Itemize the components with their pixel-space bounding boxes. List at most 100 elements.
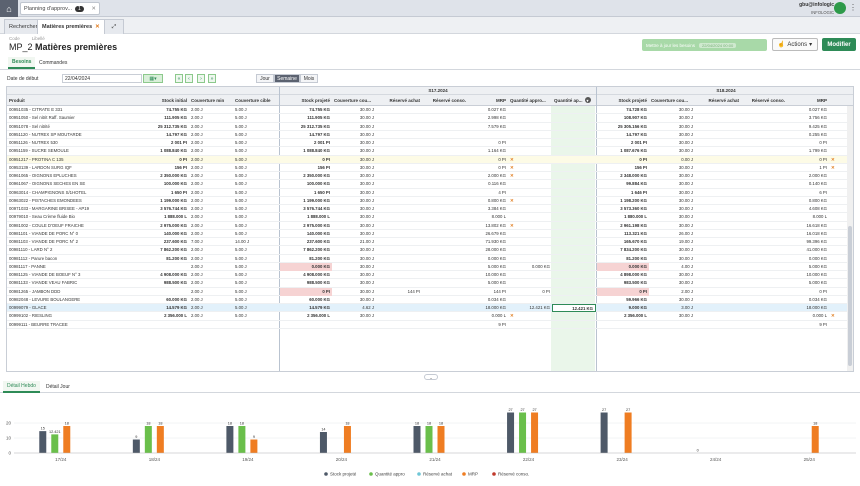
table-row[interactable]: 00981112 - Parure bacon 81.200 KG 2.00 J 5.… <box>7 255 853 263</box>
more-icon[interactable]: ⋮ <box>849 3 857 12</box>
col-w1-reserve-conso[interactable]: Réservé conso. <box>422 95 468 106</box>
col-w1-stock-projete[interactable]: Stock projeté <box>280 95 332 106</box>
tab-network-icon[interactable]: ⤢ <box>104 19 124 34</box>
cell-qa2[interactable] <box>552 213 596 221</box>
cell-qa[interactable] <box>516 189 552 197</box>
col-couverture-min[interactable]: Couverture min <box>189 95 233 106</box>
cell-qa2[interactable] <box>552 230 596 238</box>
cell-qa[interactable]: 0 PI <box>542 288 550 294</box>
last-page-button[interactable]: » <box>208 74 216 83</box>
cell-qa[interactable] <box>516 114 552 122</box>
cell-qa2[interactable] <box>552 106 596 114</box>
prev-page-button[interactable]: ‹ <box>185 74 193 83</box>
table-row[interactable]: 00963022 - PISTACHES EMONDEES 1 199.000 K… <box>7 197 853 205</box>
col-w1-reserve-achat[interactable]: Réservé achat <box>376 95 422 106</box>
cell-qa[interactable] <box>516 222 552 230</box>
cell-qa[interactable] <box>516 279 552 287</box>
cell-qa2[interactable] <box>552 139 596 147</box>
cell-qa[interactable] <box>516 131 552 139</box>
cell-qa[interactable]: 12.421 KG <box>529 305 550 310</box>
table-row[interactable]: 00951217 - PROTINA C 135 0 PI 2.00 J 5.00 J… <box>7 155 853 164</box>
close-icon[interactable]: ✕ <box>91 5 96 12</box>
cell-qa2[interactable] <box>552 321 596 329</box>
table-row[interactable]: 00981101 - VIANDE DE PORC N° 0 140.000 KG… <box>7 230 853 238</box>
table-row[interactable]: 00951120 - NUTREX SP MOUTARDE 14.797 KG 2.… <box>7 131 853 139</box>
table-row[interactable]: 00999102 - RIESLING 2 356.000 L 2.00 J 5.00… <box>7 312 853 321</box>
close-icon[interactable]: ✕ <box>95 24 100 30</box>
cell-qa[interactable] <box>516 172 552 180</box>
table-row[interactable]: 00981125 - VIANDE DE BOEUF N° 3 4 908.000… <box>7 271 853 280</box>
table-row[interactable]: 00951078 - Sel nitrité 25 312.735 KG 2.00 … <box>7 123 853 131</box>
cell-qa2[interactable] <box>552 263 596 271</box>
table-row[interactable]: 00999111 - BEURRE TRACEE 9 PI 9 PI <box>7 321 853 329</box>
vertical-scrollbar[interactable] <box>847 106 853 371</box>
cell-qa[interactable] <box>516 271 552 279</box>
cell-qa2[interactable] <box>552 246 596 254</box>
filter-icon[interactable]: ▾ <box>584 97 591 103</box>
col-w2-reserve-conso[interactable]: Réservé conso. <box>741 95 787 106</box>
table-row[interactable]: 00951159 - SUCRE SEMOULE 1 088.840 KG 2.00… <box>7 147 853 156</box>
col-w1-quantite-ap[interactable]: Quantité ap... ▾ <box>552 95 596 106</box>
col-w2-couverture[interactable]: Couverture cou... <box>649 95 695 106</box>
cell-qa[interactable] <box>516 238 552 246</box>
cell-qa2[interactable] <box>552 271 596 279</box>
calendar-icon[interactable]: ▦▾ <box>143 74 163 83</box>
cell-qa2[interactable] <box>552 296 596 304</box>
view-month-button[interactable]: Mois <box>300 74 318 83</box>
cell-qa[interactable] <box>516 147 552 155</box>
actions-button[interactable]: ☝ Actions ▾ <box>772 38 818 51</box>
cell-qa[interactable] <box>516 123 552 131</box>
table-row[interactable]: 00981133 - VIANDE VEAU FABRIC 988.500 KG 2… <box>7 279 853 288</box>
cell-qa[interactable] <box>516 164 552 172</box>
cell-qa2[interactable] <box>552 156 596 164</box>
col-stock-initial[interactable]: Stock initial <box>147 95 189 106</box>
update-needs-button[interactable]: Mettre à jour les besoins 22/04/2024 00:0… <box>642 39 767 51</box>
cell-qa[interactable] <box>516 180 552 188</box>
next-page-button[interactable]: › <box>197 74 205 83</box>
cell-qa2[interactable] <box>552 147 596 155</box>
col-w1-quantite-appro[interactable]: Quantité appro... <box>508 95 552 106</box>
col-w1-mrp[interactable]: MRP <box>468 95 508 106</box>
app-tab[interactable]: Planning d'approv... 1 ✕ <box>20 2 100 15</box>
cell-qa2[interactable] <box>552 131 596 139</box>
cell-qa[interactable] <box>516 106 552 114</box>
cell-qa2[interactable] <box>552 172 596 180</box>
modify-button[interactable]: Modifier <box>822 38 856 51</box>
table-row[interactable]: 00961067 - OIGNONS SECHES EN SE 100.000 K… <box>7 180 853 189</box>
cell-qa[interactable]: 0.000 KG <box>531 263 550 269</box>
cell-qa2[interactable] <box>552 205 596 213</box>
cell-qa[interactable] <box>516 139 552 147</box>
collapse-handle[interactable]: ⌄ <box>424 374 438 380</box>
cell-qa2[interactable] <box>552 123 596 131</box>
cell-qa2[interactable] <box>552 180 596 188</box>
col-w2-stock-projete[interactable]: Stock projeté <box>597 95 649 106</box>
table-row[interactable]: 00953139 - LARDON SURG IQF 156 PI 2.00 J 5.… <box>7 164 853 172</box>
table-row[interactable]: 00981110 - LARD N° 2 7 862.200 KG 2.00 J 5.… <box>7 246 853 255</box>
table-row[interactable]: 00971033 - MARGARINE BRISEE - AP19 3 576.… <box>7 205 853 214</box>
view-day-button[interactable]: Jour <box>256 74 274 83</box>
cell-qa[interactable] <box>516 312 552 320</box>
table-row[interactable]: 00981103 - VIANDE DE PORC N° 2 237.600 KG… <box>7 238 853 247</box>
table-row[interactable]: 00979010 - Seau Crème fluide Bio 1 888.00… <box>7 213 853 222</box>
col-w2-mrp[interactable]: MRP <box>787 95 829 106</box>
cell-qa2[interactable] <box>552 114 596 122</box>
table-row[interactable]: 00981002 - COULE D'OEUF FRAICHE 2 975.000… <box>7 222 853 230</box>
table-row[interactable]: 00999079 - GLACE 14.579 KG 2.00 J 5.00 J 14.… <box>7 304 853 313</box>
home-icon[interactable]: ⌂ <box>0 0 18 17</box>
table-row[interactable]: 00981265 - JAMBON DDD 2.00 J 5.00 J 0 PI 30.… <box>7 287 853 296</box>
table-row[interactable]: 00951035 - CITRATE E 331 74.755 KG 2.00 J 5… <box>7 106 853 115</box>
col-couverture-cible[interactable]: Couverture cible <box>233 95 280 106</box>
cell-qa2[interactable] <box>552 255 596 263</box>
cell-qa[interactable] <box>516 255 552 263</box>
table-row[interactable]: 00951126 - NUTREX 530 2 001 PI 2.00 J 5.00 … <box>7 139 853 148</box>
cell-qa[interactable] <box>516 213 552 221</box>
cell-qa2[interactable] <box>552 288 596 296</box>
cell-qa2[interactable] <box>552 279 596 287</box>
cell-qa2[interactable] <box>552 164 596 172</box>
subtab-commandes[interactable]: Commandes <box>35 57 71 69</box>
cell-qa[interactable] <box>516 205 552 213</box>
cell-qa[interactable] <box>516 321 552 329</box>
col-produit[interactable]: Produit <box>7 95 147 106</box>
globe-icon[interactable] <box>834 2 846 14</box>
cell-qa2[interactable] <box>552 312 596 320</box>
